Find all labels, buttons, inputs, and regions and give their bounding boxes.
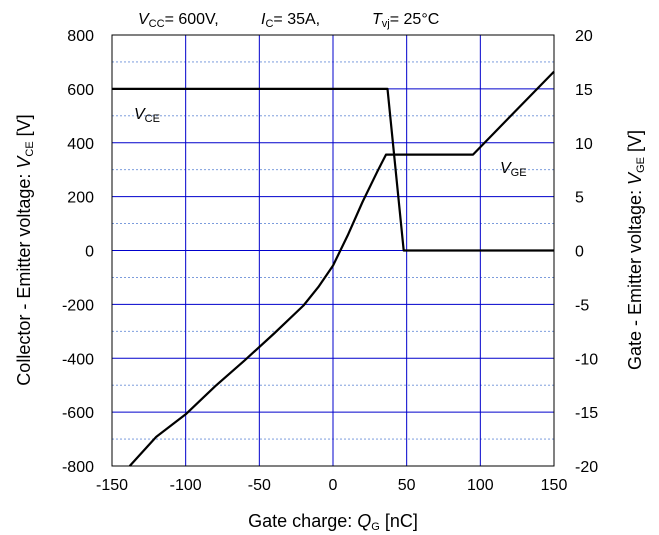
y-right-tick-label: -10 [575, 351, 598, 368]
x-tick-label: -100 [170, 477, 202, 494]
y-left-tick-label: 400 [67, 136, 94, 153]
y-left-tick-label: -800 [62, 459, 94, 476]
condition-vcc: VCC= 600V, [138, 11, 219, 30]
y-right-tick-label: 15 [575, 82, 593, 99]
condition-tvj: Tvj= 25°C [372, 11, 439, 30]
x-tick-label: 50 [398, 477, 416, 494]
y-right-tick-label: -20 [575, 459, 598, 476]
y-left-tick-label: -600 [62, 405, 94, 422]
x-tick-label: -150 [96, 477, 128, 494]
series-line-v-ce [112, 87, 554, 252]
y-right-tick-label: -5 [575, 297, 589, 314]
x-tick-labels: -150 -100 -50 0 50 100 150 [96, 477, 567, 494]
y-left-tick-label: 800 [67, 28, 94, 45]
y-right-tick-label: 5 [575, 190, 584, 207]
x-tick-label: 0 [329, 477, 338, 494]
y-right-tick-label: 0 [575, 244, 584, 261]
condition-ic: IC= 35A, [261, 11, 320, 30]
y-left-axis-label: Collector - Emitter voltage: VCE [V] [14, 114, 36, 385]
x-axis-label: Gate charge: QG [nC] [248, 511, 418, 533]
x-tick-label: -50 [248, 477, 271, 494]
series-lines [112, 70, 555, 467]
y-right-tick-label: 20 [575, 28, 593, 45]
y-left-tick-label: 600 [67, 82, 94, 99]
series-label-vge: VGE [500, 160, 527, 179]
y-right-axis-label: Gate - Emitter voltage: VGE [V] [625, 130, 647, 370]
y-right-tick-label: -15 [575, 405, 598, 422]
y-left-tick-label: 0 [85, 244, 94, 261]
series-line-v-ge [128, 70, 555, 467]
y-right-tick-labels: 20 15 10 5 0 -5 -10 -15 -20 [575, 28, 598, 476]
x-tick-label: 150 [541, 477, 568, 494]
series-label-vce: VCE [134, 106, 160, 125]
y-left-tick-label: -400 [62, 351, 94, 368]
y-left-tick-labels: 800 600 400 200 0 -200 -400 -600 -800 [62, 28, 94, 476]
y-right-tick-label: 10 [575, 136, 593, 153]
y-left-tick-label: 200 [67, 190, 94, 207]
x-tick-label: 100 [467, 477, 494, 494]
y-left-tick-label: -200 [62, 297, 94, 314]
